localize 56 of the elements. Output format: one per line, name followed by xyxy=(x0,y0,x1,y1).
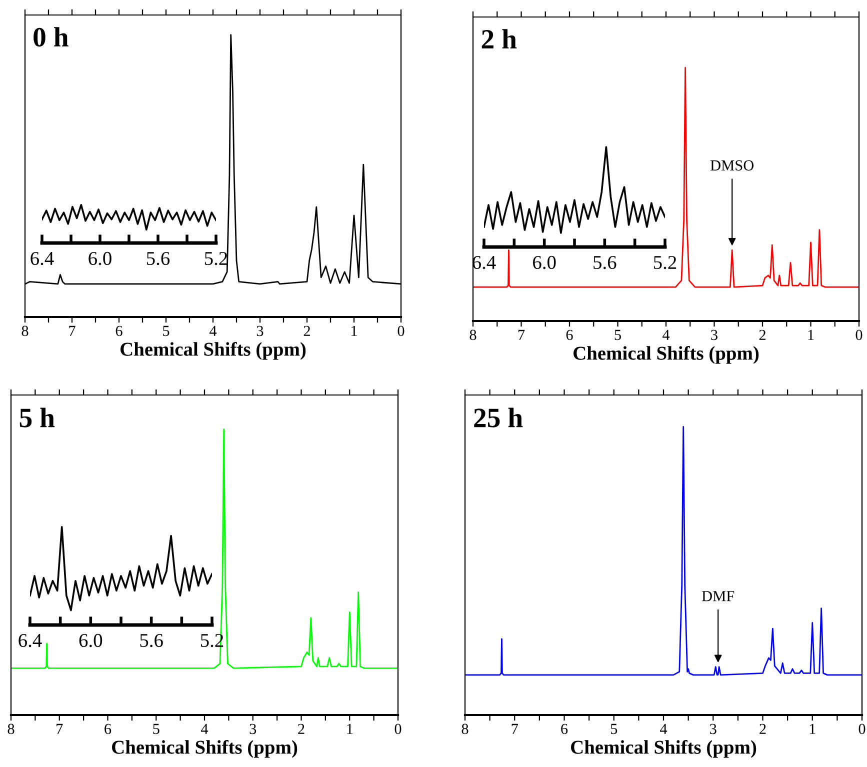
x-tick-label: 3 xyxy=(710,724,716,734)
chart-title: 5 h xyxy=(20,408,55,428)
x-tick-label: 5 xyxy=(610,724,618,734)
x-axis-title: Chemical Shifts (ppm) xyxy=(112,740,298,758)
x-tick-label: 1 xyxy=(347,724,353,734)
x-tick-label: 8 xyxy=(470,330,476,340)
x-tick-label: 8 xyxy=(22,326,28,336)
x-tick-label: 6 xyxy=(566,330,573,340)
chart-title: 0 h xyxy=(34,27,68,47)
x-tick-label: 6 xyxy=(116,326,122,336)
x-tick-label: 7 xyxy=(56,724,63,734)
x-tick-label: 6.0 xyxy=(88,252,112,266)
x-tick-label: 8 xyxy=(462,724,468,734)
x-tick-label: 3 xyxy=(250,724,256,734)
x-tick-label: 2 xyxy=(760,724,766,734)
x-tick-label: 3 xyxy=(256,326,264,336)
x-tick-label: 7 xyxy=(69,326,76,336)
annotation: DMSO xyxy=(710,160,754,171)
x-tick-label: 5 xyxy=(153,724,160,734)
x-tick-label: 2 xyxy=(298,724,304,734)
x-tick-label: 5.6 xyxy=(146,252,170,266)
x-tick-label: 2 xyxy=(759,330,766,340)
x-tick-label: 3 xyxy=(711,330,718,340)
x-tick-label: 6.4 xyxy=(18,634,42,648)
x-axis-title: Chemical Shifts (ppm) xyxy=(571,740,756,758)
x-tick-label: 1 xyxy=(352,326,357,336)
x-tick-label: 7 xyxy=(512,724,518,734)
x-axis-title: Chemical Shifts (ppm) xyxy=(574,346,759,364)
x-tick-label: 1 xyxy=(810,724,816,734)
x-tick-label: 4 xyxy=(209,326,217,336)
x-tick-label: 5.2 xyxy=(654,256,676,270)
x-tick-label: 5.2 xyxy=(204,252,228,266)
x-tick-label: 2 xyxy=(304,326,310,336)
x-axis-title: Chemical Shifts (ppm) xyxy=(120,342,306,360)
chart-title: 25 h xyxy=(474,408,523,428)
x-tick-label: 6.0 xyxy=(79,634,102,648)
x-tick-label: 5 xyxy=(614,330,621,340)
x-tick-label: 0 xyxy=(858,724,866,734)
x-tick-label: 6 xyxy=(104,724,112,734)
x-tick-label: 5.6 xyxy=(140,634,163,648)
x-tick-label: 0 xyxy=(398,326,404,336)
chart-title: 2 h xyxy=(482,29,517,48)
annotation: DMF xyxy=(702,591,734,602)
x-tick-label: 4 xyxy=(200,724,208,734)
x-tick-label: 5 xyxy=(163,326,170,336)
x-tick-label: 4 xyxy=(662,330,670,340)
x-tick-label: 0 xyxy=(394,724,402,734)
x-tick-label: 0 xyxy=(856,330,862,340)
x-tick-label: 8 xyxy=(8,724,14,734)
x-tick-label: 4 xyxy=(660,724,668,734)
x-tick-label: 6.0 xyxy=(533,256,556,270)
x-tick-label: 1 xyxy=(808,330,814,340)
x-tick-label: 6.4 xyxy=(30,252,54,266)
x-tick-label: 6 xyxy=(561,724,568,734)
x-tick-label: 5.6 xyxy=(594,256,616,270)
x-tick-label: 7 xyxy=(518,330,525,340)
